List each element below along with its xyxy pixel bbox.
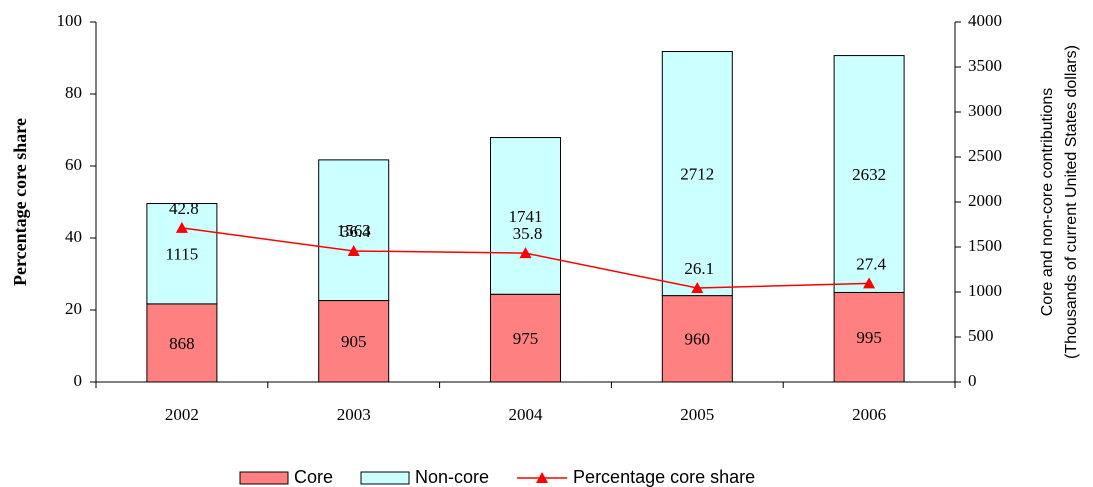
data-label: 26.1 (684, 259, 714, 278)
y2-tick-label: 3500 (968, 56, 1002, 75)
data-label: 36.4 (341, 222, 371, 241)
y2-tick-label: 4000 (968, 11, 1002, 30)
data-label: 905 (341, 332, 367, 351)
y-axis-label: Percentage core share (10, 118, 30, 286)
data-label: 960 (685, 330, 711, 349)
data-label: 868 (169, 334, 195, 353)
x-tick-label: 2005 (680, 405, 714, 424)
y-tick-label: 80 (65, 83, 82, 102)
line-marker (347, 244, 360, 256)
y-tick-label: 100 (57, 11, 83, 30)
y-tick-label: 0 (74, 371, 83, 390)
bar-segment (833, 291, 905, 383)
bar-segment (490, 137, 561, 295)
legend-swatch (360, 471, 410, 485)
y2-tick-label: 3000 (968, 101, 1002, 120)
legend-label: Non-core (415, 467, 489, 487)
y-tick-label: 60 (65, 155, 82, 174)
bar-segment (661, 51, 733, 297)
legend-swatch (239, 471, 289, 485)
y2-tick-label: 1500 (968, 236, 1002, 255)
y-tick-label: 40 (65, 227, 82, 246)
line-marker (175, 221, 188, 233)
x-tick-label: 2002 (165, 405, 199, 424)
y2-tick-label: 2500 (968, 146, 1002, 165)
data-label: 42.8 (169, 199, 199, 218)
legend-label: Core (294, 467, 333, 487)
data-label: 35.8 (513, 224, 543, 243)
x-tick-label: 2006 (852, 405, 886, 424)
x-tick-label: 2003 (337, 405, 371, 424)
legend-label: Percentage core share (573, 467, 755, 487)
bar-segment (146, 303, 218, 383)
x-tick-label: 2004 (509, 405, 544, 424)
bar-segment (318, 300, 390, 383)
data-label: 1563 (337, 221, 371, 240)
y2-tick-label: 2000 (968, 191, 1002, 210)
data-label: 1115 (166, 245, 199, 264)
y2-tick-label: 500 (968, 326, 994, 345)
legend-marker (536, 472, 549, 483)
bar-segment (146, 203, 218, 305)
y2-tick-label: 0 (968, 371, 977, 390)
data-label: 27.4 (856, 254, 886, 273)
data-label: 2632 (852, 165, 886, 184)
data-label: 975 (513, 329, 539, 348)
data-label: 1741 (509, 207, 543, 226)
bar-segment (833, 55, 905, 293)
line-marker (519, 247, 532, 259)
line-marker (863, 277, 876, 289)
y2-tick-label: 1000 (968, 281, 1002, 300)
y-tick-label: 20 (65, 299, 82, 318)
y2-axis-label: (Thousands of current United States doll… (1063, 45, 1080, 359)
line-marker (691, 282, 704, 294)
data-label: 2712 (680, 164, 714, 183)
data-label: 995 (856, 328, 882, 347)
y2-axis-label: Core and non-core contributions (1039, 88, 1056, 317)
bar-segment (318, 159, 390, 302)
